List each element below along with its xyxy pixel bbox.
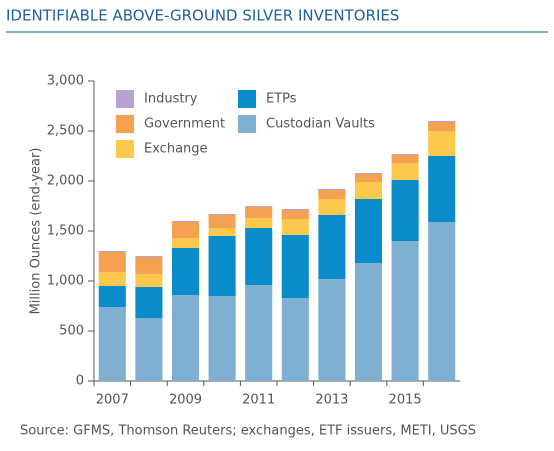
chart-title: IDENTIFIABLE ABOVE-GROUND SILVER INVENTO… (6, 7, 399, 25)
bar-segment (245, 206, 273, 207)
bar-segment (354, 174, 383, 182)
bar-segment (171, 238, 200, 248)
bar-segment (428, 121, 456, 122)
x-tick-label: 2015 (389, 393, 422, 408)
legend-swatch (238, 90, 256, 108)
bar-segment (318, 189, 346, 190)
y-tick-label: 500 (59, 324, 84, 339)
source-note: Source: GFMS, Thomson Reuters; exchanges… (20, 424, 476, 439)
y-tick-label: 1,500 (47, 224, 84, 239)
bar-segment (391, 180, 419, 241)
bar-segment (135, 256, 163, 257)
bar-segment (428, 122, 456, 131)
bar-segment (354, 263, 383, 381)
y-tick-label: 0 (76, 374, 84, 389)
legend-label: Custodian Vaults (266, 117, 375, 132)
x-tick-label: 2007 (96, 393, 129, 408)
y-tick-label: 2,000 (47, 174, 84, 189)
bar-segment (281, 298, 309, 381)
bar-segment (98, 307, 126, 381)
legend-label: ETPs (266, 92, 297, 107)
bar-segment (318, 215, 346, 279)
y-tick-label: 1,000 (47, 274, 84, 289)
bar-segment (208, 215, 236, 228)
bar-segment (391, 155, 419, 163)
bar-segment (135, 257, 163, 274)
bar-segment (98, 252, 126, 272)
bar-segment (208, 296, 236, 381)
bar-segment (208, 236, 236, 296)
bar-segment (135, 274, 163, 287)
bar-segment (391, 154, 419, 155)
legend-swatch (116, 140, 134, 158)
bar-segment (428, 131, 456, 156)
legend-label: Exchange (144, 142, 208, 157)
bar-segment (281, 219, 309, 235)
bar-segment (208, 228, 236, 236)
x-tick-label: 2011 (242, 393, 275, 408)
bar-segment (281, 235, 309, 298)
bar-segment (281, 209, 309, 210)
bar-segment (428, 156, 456, 222)
bar-segment (354, 182, 383, 199)
y-tick-label: 2,500 (47, 124, 84, 139)
bar-segment (318, 190, 346, 199)
x-tick-label: 2009 (169, 393, 202, 408)
legend-swatch (238, 115, 256, 133)
bar-segment (171, 295, 200, 381)
bar-segment (171, 222, 200, 238)
legend-swatch (116, 115, 134, 133)
bar-segment (391, 241, 419, 381)
bar-segment (428, 222, 456, 381)
bar-segment (318, 199, 346, 215)
bar-segment (354, 199, 383, 263)
legend-label: Government (144, 117, 225, 132)
bar-segment (281, 210, 309, 219)
bar-segment (98, 272, 126, 286)
bar-segment (245, 228, 273, 285)
legend-swatch (116, 90, 134, 108)
bar-segment (171, 221, 200, 222)
bar-segment (245, 218, 273, 228)
x-tick-label: 2013 (315, 393, 348, 408)
bar-segment (245, 207, 273, 218)
bar-segment (318, 279, 346, 381)
bar-segment (208, 214, 236, 215)
bar-segment (98, 286, 126, 307)
bar-segment (354, 173, 383, 174)
y-tick-label: 3,000 (47, 74, 84, 89)
bar-segment (391, 163, 419, 180)
bar-segment (171, 248, 200, 295)
legend-label: Industry (144, 92, 198, 107)
bar-segment (135, 287, 163, 318)
bar-segment (135, 318, 163, 381)
bar-segment (98, 251, 126, 252)
y-axis-label: Million Ounces (end-year) (29, 148, 44, 315)
bar-segment (245, 285, 273, 381)
